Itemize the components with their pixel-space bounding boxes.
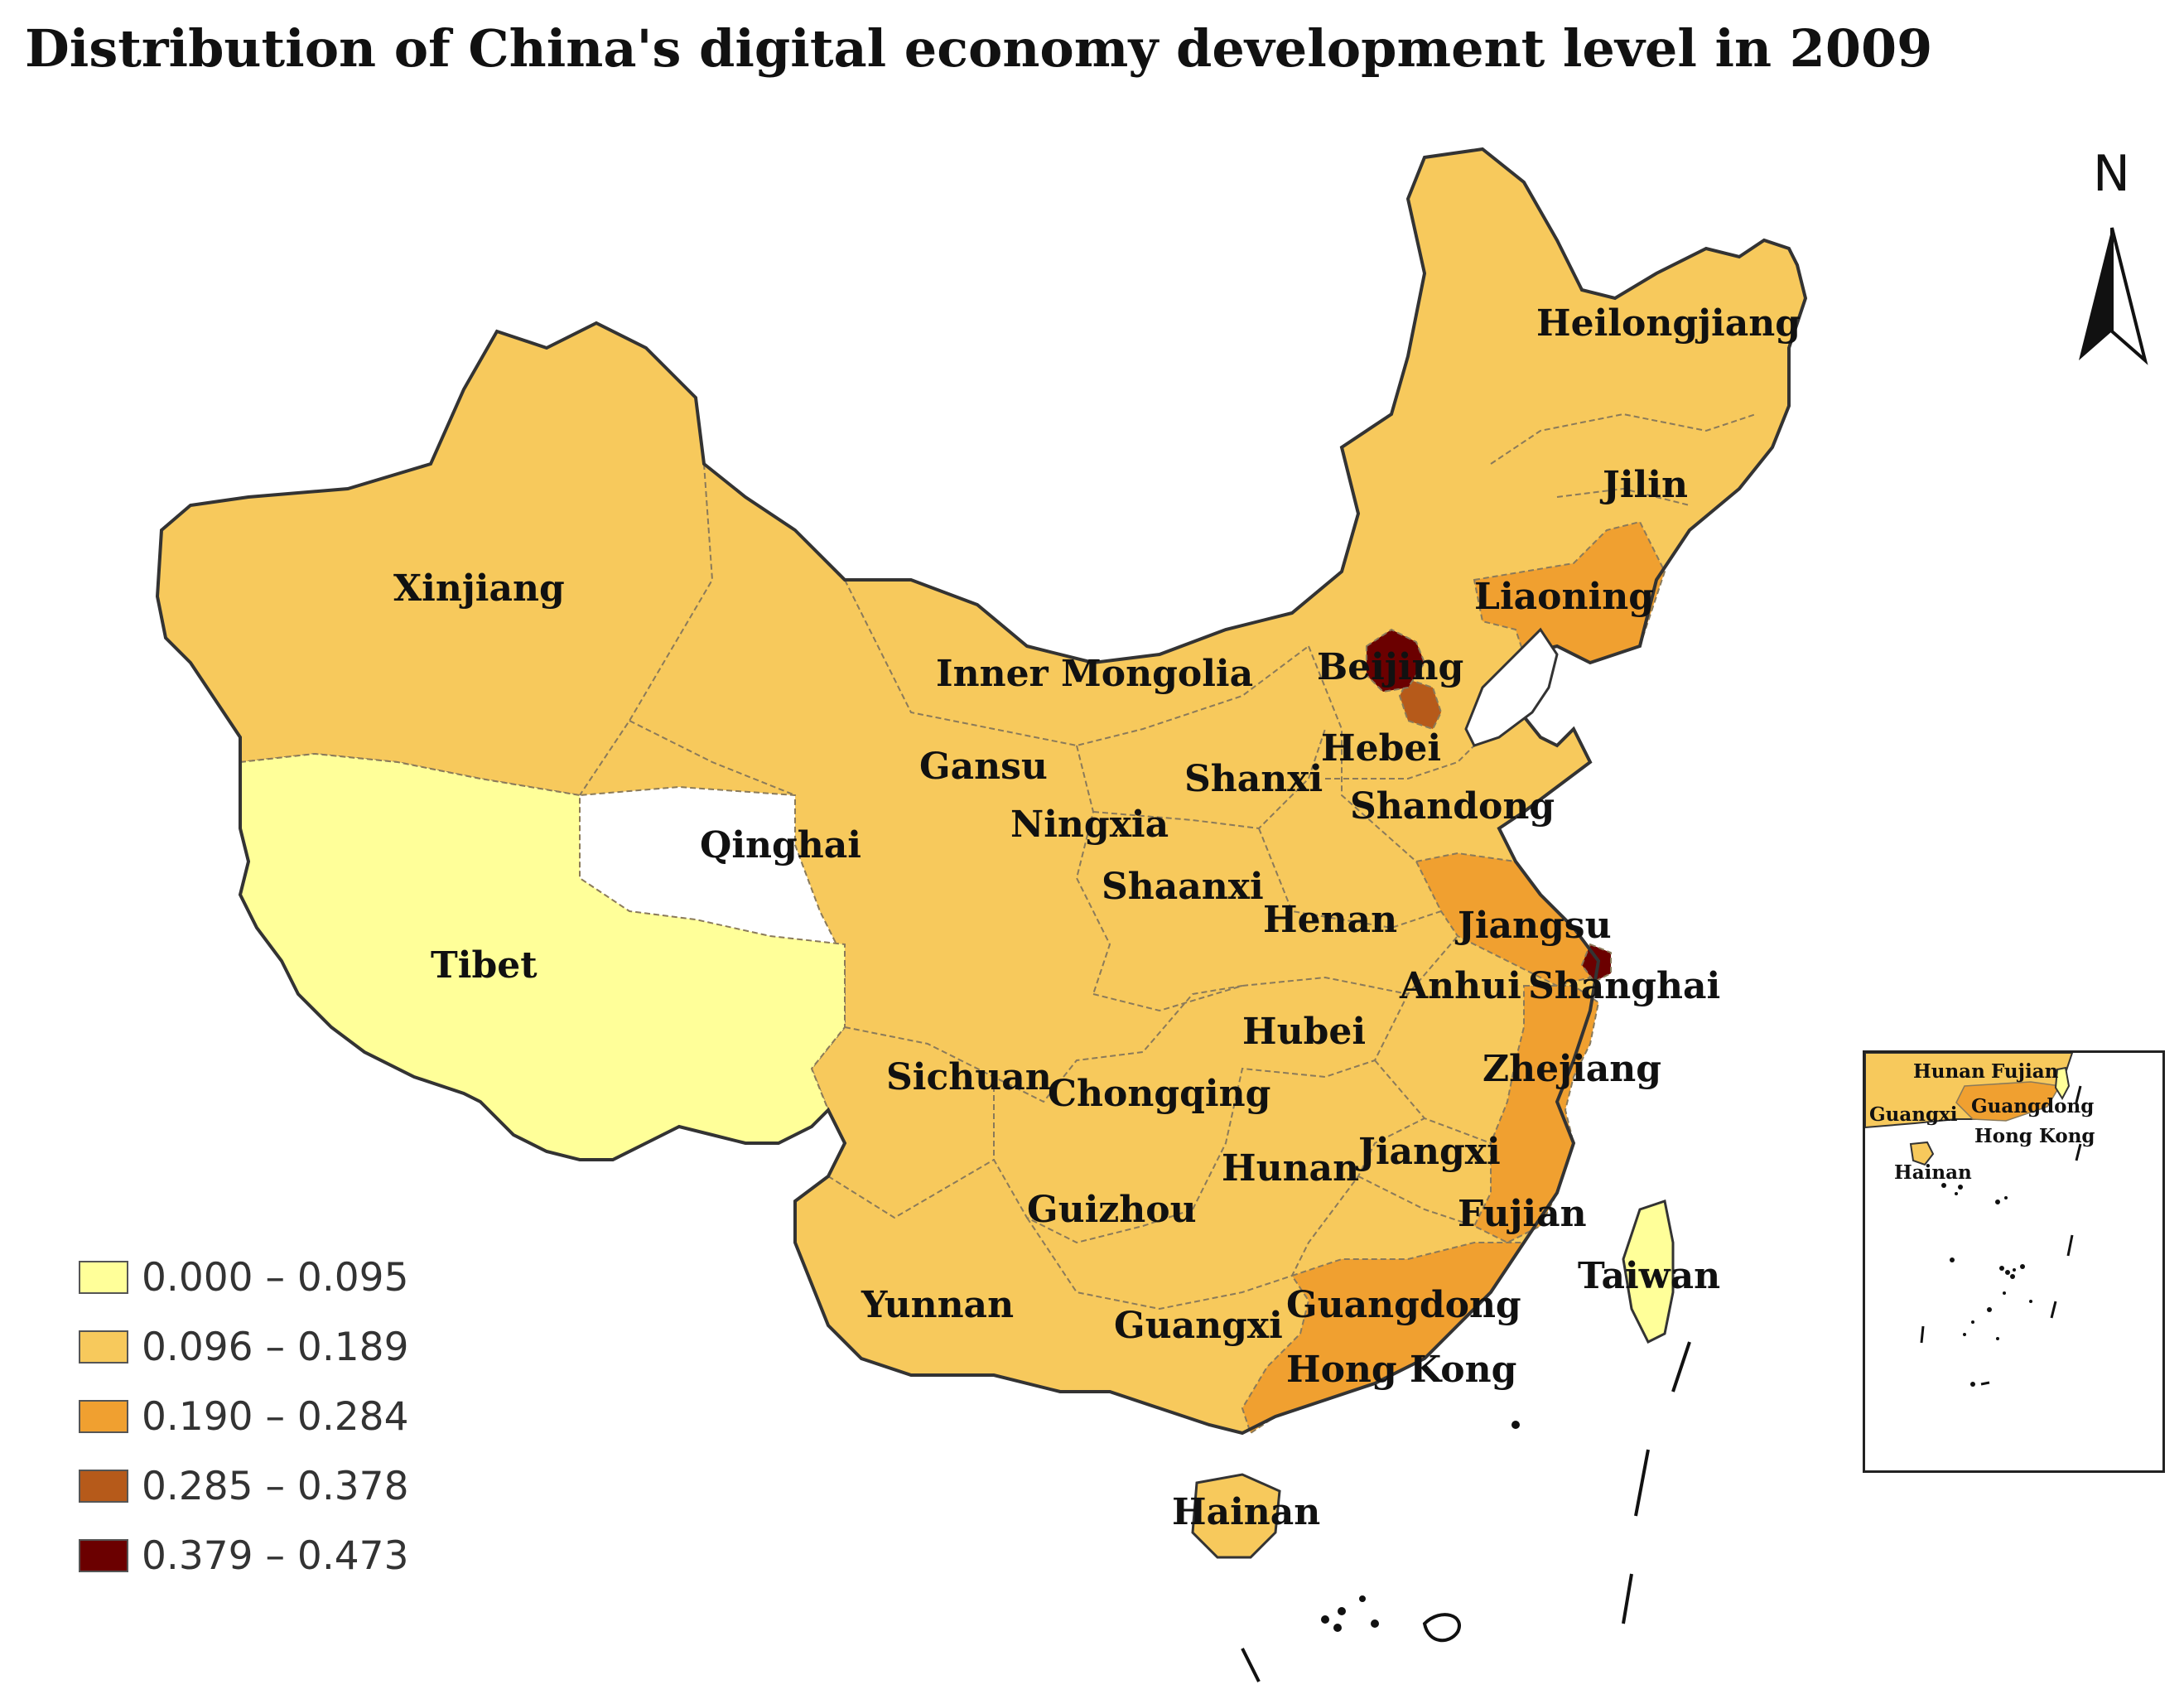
region-tibet bbox=[239, 752, 846, 1161]
legend-label: 0.379 – 0.473 bbox=[142, 1532, 409, 1579]
legend-label: 0.000 – 0.095 bbox=[142, 1254, 409, 1301]
province-label: Guizhou bbox=[1027, 1189, 1197, 1231]
province-label: Hainan bbox=[1172, 1491, 1320, 1533]
taiwan-outline bbox=[1622, 1199, 1675, 1344]
province-label: Qinghai bbox=[700, 824, 861, 866]
province-regions bbox=[156, 147, 1807, 1558]
legend-swatch bbox=[79, 1261, 128, 1294]
legend-label: 0.096 – 0.189 bbox=[142, 1324, 409, 1370]
north-arrow-icon bbox=[2079, 227, 2148, 365]
legend-swatch bbox=[79, 1400, 128, 1433]
legend-item: 0.285 – 0.378 bbox=[79, 1451, 408, 1521]
region-shanghai bbox=[1580, 943, 1612, 983]
region-liaoning bbox=[1473, 520, 1666, 664]
north-letter: N bbox=[2093, 145, 2130, 203]
province-label: Taiwan bbox=[1578, 1255, 1720, 1297]
sea-boundary bbox=[1241, 1341, 1691, 1682]
province-label: Chongqing bbox=[1048, 1073, 1270, 1115]
legend-swatch bbox=[79, 1539, 128, 1572]
province-label: Henan bbox=[1263, 899, 1397, 941]
province-label: Guangxi bbox=[1114, 1305, 1283, 1347]
legend-item: 0.000 – 0.095 bbox=[79, 1243, 408, 1312]
legend-item: 0.379 – 0.473 bbox=[79, 1521, 408, 1590]
inset-label: Hong Kong bbox=[1974, 1125, 2095, 1147]
legend-swatch bbox=[79, 1470, 128, 1503]
province-label: Hebei bbox=[1321, 727, 1441, 770]
province-label: Xinjiang bbox=[393, 567, 565, 610]
legend-label: 0.190 – 0.284 bbox=[142, 1393, 409, 1440]
province-label: Shanxi bbox=[1184, 758, 1323, 800]
province-label: Gansu bbox=[919, 746, 1048, 788]
province-label: Zhejiang bbox=[1483, 1048, 1661, 1090]
province-label: Hunan bbox=[1222, 1147, 1359, 1190]
region-guangdong bbox=[1241, 1242, 1526, 1435]
legend: 0.000 – 0.095 0.096 – 0.189 0.190 – 0.284 0… bbox=[79, 1243, 408, 1590]
internal-borders bbox=[579, 413, 1757, 1310]
province-label: Shandong bbox=[1350, 785, 1555, 828]
province-label: Shanghai bbox=[1528, 965, 1720, 1007]
province-label: Jiangsu bbox=[1454, 905, 1612, 947]
region-tianjin bbox=[1398, 678, 1443, 731]
hainan-outline bbox=[1191, 1473, 1281, 1559]
province-label: Beijing bbox=[1317, 646, 1463, 688]
inset-label: Hainan bbox=[1894, 1161, 1972, 1184]
province-label: Anhui bbox=[1399, 965, 1521, 1007]
legend-swatch bbox=[79, 1330, 128, 1364]
province-label: Shaanxi bbox=[1102, 866, 1264, 908]
country-outline bbox=[155, 147, 1808, 1436]
province-label: Jiangxi bbox=[1355, 1131, 1501, 1173]
province-label: Inner Mongolia bbox=[936, 653, 1253, 695]
province-label: Jilin bbox=[1599, 464, 1688, 506]
province-label: Hong Kong bbox=[1286, 1349, 1516, 1391]
bohai-sea bbox=[1464, 627, 1559, 747]
legend-item: 0.190 – 0.284 bbox=[79, 1382, 408, 1451]
inset-label: Fujian bbox=[1991, 1060, 2059, 1083]
inset-label: Guangdong bbox=[1971, 1095, 2094, 1117]
province-label: Sichuan bbox=[886, 1056, 1052, 1098]
province-label: Guangdong bbox=[1286, 1284, 1521, 1326]
inset-label: Guangxi bbox=[1869, 1103, 1958, 1126]
province-label: Hubei bbox=[1242, 1011, 1366, 1053]
region-beijing bbox=[1366, 628, 1426, 693]
inset-labels: Hunan Fujian Guangxi Guangdong Hong KongHain… bbox=[1869, 1060, 2095, 1184]
province-label: Tibet bbox=[431, 944, 538, 987]
map-title: Distribution of China's digital economy … bbox=[25, 18, 1933, 79]
province-label: Liaoning bbox=[1474, 576, 1654, 618]
province-label: Yunnan bbox=[861, 1284, 1014, 1326]
region-zhejiang-fujian bbox=[1473, 985, 1600, 1244]
province-label: Ningxia bbox=[1010, 804, 1169, 846]
inset-map: Hunan Fujian Guangxi Guangdong Hong KongHain… bbox=[1865, 1053, 2095, 1387]
legend-label: 0.285 – 0.378 bbox=[142, 1463, 409, 1509]
province-labels: Heilongjiang Jilin Liaoning Xinjiang Inner M… bbox=[393, 302, 1801, 1533]
inset-label: Hunan bbox=[1913, 1060, 1985, 1083]
province-label: Heilongjiang bbox=[1536, 302, 1801, 345]
province-label: Fujian bbox=[1458, 1193, 1587, 1235]
south-china-sea-inset: Hunan Fujian Guangxi Guangdong Hong Kong Hain… bbox=[1863, 1050, 2165, 1473]
legend-item: 0.096 – 0.189 bbox=[79, 1312, 408, 1382]
